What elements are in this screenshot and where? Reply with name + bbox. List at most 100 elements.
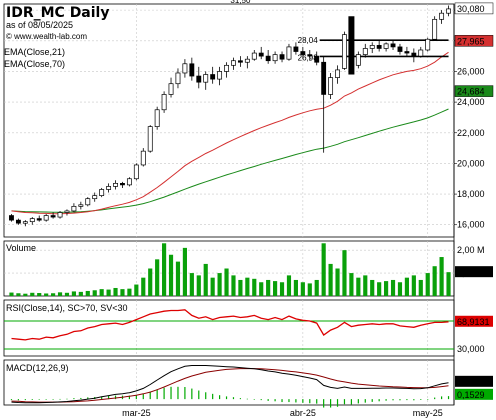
- macd-histogram-bar: [10, 399, 13, 401]
- candle-body: [43, 215, 49, 221]
- macd-histogram-bar: [80, 397, 82, 400]
- volume-last-value: 1,04 M: [457, 267, 485, 277]
- volume-bar: [37, 293, 42, 296]
- candle-body: [237, 60, 243, 63]
- candle-body: [154, 109, 160, 127]
- candle-body: [140, 150, 146, 166]
- macd-histogram-bar: [52, 399, 54, 400]
- volume-bar: [175, 261, 181, 296]
- candle-body: [439, 12, 445, 20]
- candle-body: [369, 45, 375, 49]
- last-ema21-badge-box: [454, 35, 494, 47]
- volume-bar: [141, 277, 146, 296]
- candle-body: [335, 69, 340, 78]
- volume-bar: [92, 290, 97, 296]
- macd-histogram-bar: [135, 394, 137, 400]
- macd-histogram-bar: [246, 398, 248, 400]
- candle-body: [244, 58, 250, 63]
- macd-histogram-bar: [413, 399, 415, 401]
- volume-bar: [217, 273, 222, 296]
- volume-bar: [439, 257, 444, 296]
- volume-bar: [23, 293, 28, 296]
- volume-bar: [356, 277, 361, 296]
- candle-body: [328, 77, 334, 95]
- volume-bar: [404, 277, 409, 296]
- macd-histogram-bar: [101, 396, 103, 400]
- macd-histogram-bar: [73, 398, 75, 400]
- volume-bar: [384, 281, 389, 296]
- macd-histogram-bar: [309, 399, 311, 404]
- chart-title: IDR_MC Daily: [6, 5, 109, 21]
- volume-bar: [16, 293, 21, 296]
- macd-histogram-bar: [434, 397, 436, 400]
- macd-histogram-bar: [406, 399, 408, 401]
- candle-body: [29, 218, 35, 223]
- macd-hist-last-value: 0,1529: [457, 390, 485, 400]
- month-tick-label: may-25: [413, 408, 443, 418]
- last-ema70-badge: 24,684: [457, 87, 485, 97]
- macd-histogram-bar: [427, 399, 429, 400]
- macd-histogram-bar: [267, 399, 269, 401]
- volume-bar: [155, 259, 160, 296]
- last-ema70-badge-box: [454, 85, 494, 97]
- panel-frame-rsi: [3, 299, 455, 357]
- macd-histogram-bar: [440, 396, 443, 400]
- price-tick-label: 22,000: [457, 128, 485, 138]
- candle-body: [22, 221, 28, 224]
- volume-title: Volume: [6, 243, 36, 253]
- candle-body: [286, 46, 292, 60]
- volume-bar: [349, 273, 354, 296]
- macd-histogram-bar: [239, 398, 242, 400]
- candle-body: [9, 215, 14, 221]
- candle-body: [397, 46, 403, 52]
- macd-histogram-bar: [385, 399, 387, 401]
- candle-body: [203, 74, 209, 83]
- ema21-line: [11, 51, 449, 215]
- macd-title: MACD(12,26,9): [6, 363, 69, 373]
- volume-tick-label: 2,00 M: [457, 245, 485, 255]
- macd-histogram-bar: [128, 395, 131, 400]
- macd-histogram-bar: [281, 399, 283, 403]
- volume-bar: [370, 279, 375, 296]
- candle-body: [189, 63, 195, 77]
- macd-histogram-bar: [87, 397, 89, 400]
- candle-body: [217, 71, 223, 80]
- macd-histogram-bar: [191, 388, 193, 400]
- volume-bar: [432, 266, 437, 296]
- volume-bar: [321, 243, 326, 296]
- volume-bar: [446, 272, 451, 296]
- macd-histogram-bar: [316, 399, 318, 404]
- candle-body: [92, 195, 98, 200]
- candle-body: [71, 205, 77, 212]
- volume-bar: [189, 273, 194, 296]
- rsi-title: RSI(Close,14), SC>70, SV<30: [6, 303, 128, 313]
- price-tick-label: 16,000: [457, 220, 485, 230]
- candle-body: [210, 74, 216, 80]
- volume-bar: [120, 289, 125, 296]
- volume-bar: [9, 292, 14, 296]
- macd-histogram-bar: [371, 399, 373, 402]
- rsi-last-value: 68,9131: [457, 317, 490, 327]
- macd-histogram-bar: [253, 399, 255, 400]
- macd-histogram-bar: [343, 399, 346, 405]
- volume-bar: [259, 282, 264, 296]
- macd-histogram-bar: [399, 399, 401, 401]
- rsi-tick-label: 30,000: [457, 344, 485, 354]
- macd-signal-line: [11, 368, 449, 403]
- volume-bar: [266, 279, 271, 296]
- candle-body: [348, 57, 354, 66]
- volume-bar: [57, 292, 63, 296]
- rsi-last-box: [455, 315, 493, 327]
- macd-histogram-bar: [114, 395, 117, 400]
- volume-bar: [293, 279, 298, 296]
- volume-bar: [44, 293, 49, 296]
- macd-histogram-bar: [295, 399, 297, 403]
- macd-histogram-bar: [24, 399, 26, 401]
- last-close-badge: 30,080: [457, 4, 485, 14]
- volume-last-box: [455, 266, 493, 278]
- macd-histogram-bar: [232, 397, 235, 400]
- macd-histogram-bar: [149, 391, 151, 400]
- volume-bar: [78, 291, 83, 296]
- volume-bar: [106, 289, 111, 296]
